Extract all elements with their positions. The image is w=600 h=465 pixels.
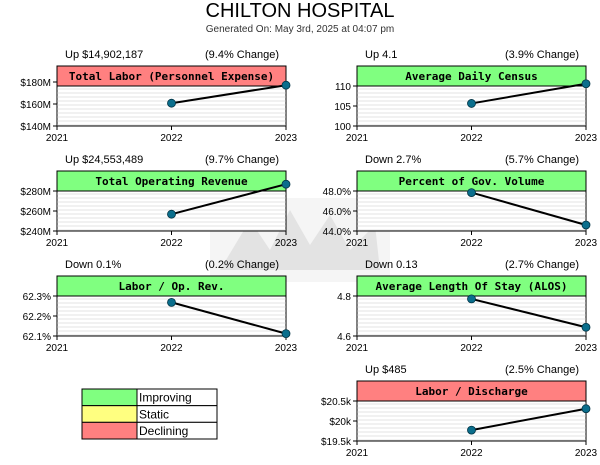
percent-change: (2.5% Change) bbox=[505, 364, 579, 376]
data-point bbox=[281, 179, 291, 189]
x-tick-label: 2022 bbox=[460, 343, 483, 354]
y-tick-label: $240M bbox=[20, 227, 51, 238]
x-tick-label: 2023 bbox=[275, 238, 298, 249]
y-tick-label: $140M bbox=[20, 122, 51, 133]
change-text: Up $14,902,187 bbox=[65, 49, 143, 61]
series-line bbox=[171, 301, 287, 335]
y-tick-label: $180M bbox=[20, 78, 51, 89]
change-text: Down 0.1% bbox=[65, 259, 121, 271]
x-tick-label: 2021 bbox=[46, 238, 69, 249]
x-tick-label: 2023 bbox=[275, 343, 298, 354]
y-tick-label: 110 bbox=[335, 82, 351, 93]
y-tick-label: 48.0% bbox=[323, 187, 351, 198]
data-point bbox=[581, 79, 591, 89]
change-text: Up $24,553,489 bbox=[65, 154, 143, 166]
legend-swatch bbox=[81, 388, 138, 407]
data-point bbox=[281, 329, 291, 339]
chart-title: Labor / Op. Rev. bbox=[119, 280, 225, 293]
chart-title: Labor / Discharge bbox=[415, 385, 528, 398]
percent-change: (2.7% Change) bbox=[505, 259, 579, 271]
x-tick-label: 2023 bbox=[575, 238, 598, 249]
x-tick-label: 2022 bbox=[160, 343, 183, 354]
y-tick-label: 4.6 bbox=[337, 332, 351, 343]
page-title: CHILTON HOSPITAL bbox=[205, 0, 395, 22]
data-point bbox=[467, 99, 476, 108]
y-tick-label: 62.2% bbox=[23, 312, 51, 323]
series-line bbox=[171, 183, 287, 216]
chart-title: Total Operating Revenue bbox=[95, 175, 248, 188]
y-tick-label: $20k bbox=[329, 417, 352, 428]
y-tick-label: $260M bbox=[20, 207, 51, 218]
chart-title-banner bbox=[356, 65, 587, 87]
data-point bbox=[467, 294, 476, 304]
data-point bbox=[281, 80, 291, 90]
y-tick-label: $280M bbox=[20, 187, 51, 198]
legend-label-cell bbox=[136, 421, 218, 440]
series-line bbox=[471, 407, 587, 432]
chart-title-banner bbox=[356, 380, 587, 402]
x-tick-label: 2022 bbox=[460, 133, 483, 144]
x-tick-label: 2023 bbox=[575, 448, 598, 459]
series-line bbox=[471, 82, 587, 105]
chart-title: Average Length Of Stay (ALOS) bbox=[375, 280, 567, 293]
change-text: Up $485 bbox=[365, 364, 407, 376]
change-text: Down 0.13 bbox=[365, 259, 418, 271]
legend-label: Improving bbox=[139, 391, 192, 405]
data-point bbox=[167, 209, 176, 219]
chart-title: Percent of Gov. Volume bbox=[399, 175, 545, 188]
x-tick-label: 2022 bbox=[460, 238, 483, 249]
percent-change: (0.2% Change) bbox=[205, 259, 279, 271]
legend-label: Declining bbox=[139, 424, 188, 438]
y-tick-label: 62.1% bbox=[23, 332, 51, 343]
change-text: Down 2.7% bbox=[365, 154, 421, 166]
x-tick-label: 2023 bbox=[275, 133, 298, 144]
x-tick-label: 2022 bbox=[160, 133, 183, 144]
x-tick-label: 2022 bbox=[160, 238, 183, 249]
x-tick-label: 2021 bbox=[346, 448, 369, 459]
legend-swatch bbox=[81, 405, 138, 423]
page-subtitle: Generated On: May 3rd, 2025 at 04:07 pm bbox=[205, 24, 395, 35]
data-point bbox=[581, 322, 591, 332]
series-line bbox=[471, 297, 587, 329]
change-text: Up 4.1 bbox=[365, 49, 397, 61]
data-point bbox=[467, 425, 476, 435]
data-point bbox=[167, 297, 176, 307]
series-line bbox=[171, 84, 287, 105]
percent-change: (9.7% Change) bbox=[205, 154, 279, 166]
y-tick-label: 100 bbox=[334, 122, 351, 133]
data-point bbox=[581, 404, 591, 414]
y-tick-label: $160M bbox=[20, 100, 51, 111]
y-tick-label: 4.8 bbox=[337, 292, 351, 303]
chart-title-banner bbox=[56, 275, 287, 297]
series-line bbox=[471, 191, 587, 226]
y-tick-label: $20.5k bbox=[321, 397, 352, 408]
chart-title: Average Daily Census bbox=[405, 70, 537, 83]
x-tick-label: 2023 bbox=[575, 343, 598, 354]
y-tick-label: 44.0% bbox=[323, 227, 351, 238]
x-tick-label: 2021 bbox=[346, 133, 369, 144]
x-tick-label: 2021 bbox=[346, 238, 369, 249]
y-tick-label: 105 bbox=[334, 102, 351, 113]
legend-swatch bbox=[81, 421, 138, 440]
chart-title-banner bbox=[56, 65, 287, 87]
percent-change: (9.4% Change) bbox=[205, 49, 279, 61]
percent-change: (5.7% Change) bbox=[505, 154, 579, 166]
legend-label: Static bbox=[139, 407, 169, 421]
y-tick-label: $19.5k bbox=[321, 437, 352, 448]
x-tick-label: 2023 bbox=[575, 133, 598, 144]
y-tick-label: 62.3% bbox=[23, 292, 51, 303]
x-tick-label: 2021 bbox=[46, 343, 69, 354]
percent-change: (3.9% Change) bbox=[505, 49, 579, 61]
data-point bbox=[467, 188, 476, 198]
chart-title: Total Labor (Personnel Expense) bbox=[69, 70, 274, 83]
data-point bbox=[167, 98, 176, 108]
data-point bbox=[581, 220, 591, 230]
x-tick-label: 2021 bbox=[46, 133, 69, 144]
y-tick-label: 46.0% bbox=[323, 207, 351, 218]
x-tick-label: 2021 bbox=[346, 343, 369, 354]
x-tick-label: 2022 bbox=[460, 448, 483, 459]
